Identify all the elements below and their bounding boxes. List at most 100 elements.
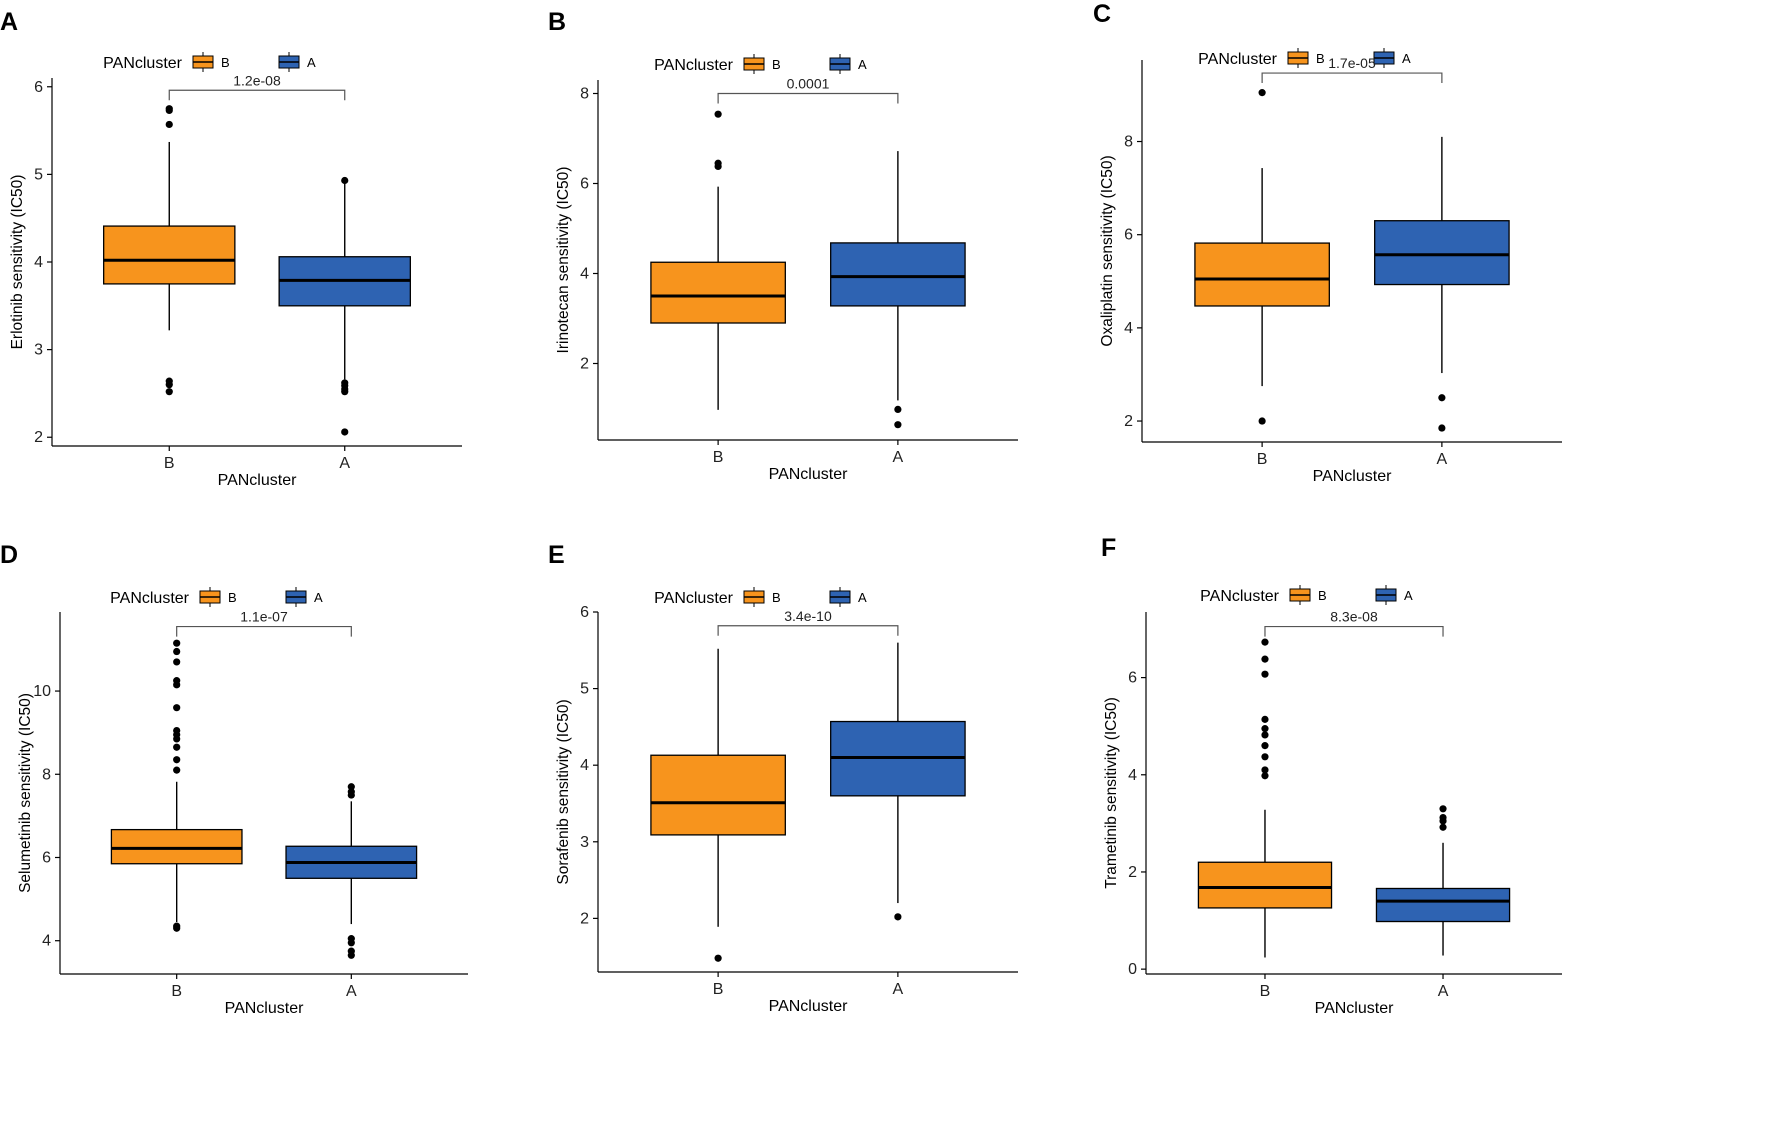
outlier-point [1261, 670, 1269, 678]
y-axis-title: Selumetinib sensitivity (IC50) [17, 693, 34, 893]
outlier-point [1261, 766, 1269, 774]
outlier-point [347, 783, 355, 791]
legend-label-b: B [1316, 51, 1325, 66]
x-tick-label: A [346, 983, 357, 1000]
y-tick-label: 8 [1124, 134, 1133, 151]
x-axis-title: PANcluster [225, 1000, 305, 1017]
bracket-line [717, 92, 899, 104]
box-a [1374, 136, 1510, 432]
outlier-point [1261, 725, 1269, 733]
x-tick-label: A [339, 455, 350, 472]
iqr-box [1375, 887, 1511, 923]
p-value-label: 8.3e-08 [1330, 609, 1378, 625]
significance-bracket: 3.4e-10 [717, 608, 899, 636]
legend-title: PANcluster [1198, 51, 1278, 68]
legend-label-a: A [858, 590, 867, 605]
outlier-point [1261, 655, 1269, 663]
x-tick-label: B [713, 449, 724, 466]
y-tick-label: 3 [580, 834, 589, 851]
legend-title: PANcluster [654, 590, 734, 607]
box-b [650, 110, 786, 410]
y-tick-label: 2 [34, 429, 43, 446]
legend-key-a [829, 54, 851, 74]
outlier-point [1438, 424, 1446, 432]
legend-key-b [1289, 585, 1311, 605]
outlier-point [165, 120, 173, 129]
y-axis-title: Trametinib sensitivity (IC50) [1103, 697, 1120, 889]
box-b [1197, 638, 1333, 958]
panel-f: F PANcluster B A 0 2 4 6 B A PANcluster Trametinib … [1101, 534, 1562, 1017]
significance-bracket: 1.2e-08 [168, 72, 346, 101]
bracket-line [168, 89, 346, 101]
box-b [1194, 89, 1330, 425]
bracket-line [176, 625, 352, 637]
y-tick-label: 4 [42, 933, 51, 950]
outlier-point [173, 766, 181, 774]
outlier-point [173, 704, 181, 712]
y-tick-label: 5 [580, 681, 589, 698]
y-tick-label: 6 [580, 604, 589, 621]
y-tick-label: 6 [42, 849, 51, 866]
legend-key-a [1375, 585, 1397, 605]
p-value-label: 1.2e-08 [233, 72, 281, 88]
x-tick-label: A [1438, 983, 1449, 1000]
legend-title: PANcluster [110, 590, 190, 607]
outlier-point [165, 388, 173, 396]
legend: PANcluster B A [1198, 48, 1411, 68]
legend-label-a: A [314, 590, 323, 605]
legend-title: PANcluster [103, 55, 183, 72]
bracket-line [717, 625, 899, 636]
outlier-point [894, 913, 902, 921]
y-tick-label: 3 [34, 342, 43, 359]
iqr-box [103, 225, 236, 285]
legend-label-b: B [1318, 588, 1327, 603]
outlier-point [1439, 823, 1447, 831]
outlier-point [173, 735, 181, 743]
y-tick-label: 0 [1128, 961, 1137, 978]
x-tick-label: B [171, 983, 182, 1000]
iqr-box [830, 242, 966, 307]
outlier-point [714, 110, 722, 118]
legend-label-b: B [221, 55, 230, 70]
y-tick-label: 6 [1124, 227, 1133, 244]
outlier-point [714, 954, 722, 962]
panel-label: B [548, 8, 566, 36]
panel-c: C PANcluster B A 2 4 6 8 B A PANcluster Oxaliplatin… [1093, 0, 1562, 485]
x-axis-title: PANcluster [218, 472, 298, 489]
legend-label-a: A [858, 57, 867, 72]
outlier-point [714, 162, 722, 170]
outlier-point [894, 405, 902, 413]
iqr-box [1194, 242, 1330, 307]
y-tick-label: 8 [42, 766, 51, 783]
outlier-point [173, 681, 181, 689]
panel-label: E [548, 541, 565, 569]
outlier-point [165, 381, 173, 389]
box-a [1375, 805, 1511, 956]
panel-e: E PANcluster B A 2 3 4 5 6 B A PANcluster Sorafenib … [548, 541, 1018, 1015]
box-b [103, 105, 236, 396]
legend: PANcluster B A [110, 587, 323, 607]
y-tick-label: 4 [580, 757, 589, 774]
outlier-point [341, 388, 349, 396]
x-tick-label: A [893, 981, 904, 998]
iqr-box [110, 828, 243, 865]
legend-label-a: A [1402, 51, 1411, 66]
legend-key-a [278, 52, 300, 72]
legend-label-a: A [307, 55, 316, 70]
y-tick-label: 2 [1124, 413, 1133, 430]
outlier-point [1261, 638, 1269, 646]
y-tick-label: 6 [580, 176, 589, 193]
panel-label: A [0, 8, 18, 36]
legend: PANcluster B A [103, 52, 316, 72]
panel-a: A PANcluster B A 2 3 4 5 6 B A PANcluster Erlotinib … [0, 8, 462, 489]
significance-bracket: 8.3e-08 [1264, 609, 1444, 637]
outlier-point [173, 924, 181, 932]
y-tick-label: 4 [580, 266, 589, 283]
outlier-point [1261, 772, 1269, 780]
outlier-point [173, 756, 181, 764]
x-axis-title: PANcluster [769, 466, 849, 483]
legend-key-b [743, 587, 765, 607]
outlier-point [1261, 753, 1269, 761]
x-tick-label: B [1257, 451, 1268, 468]
outlier-point [173, 647, 181, 656]
